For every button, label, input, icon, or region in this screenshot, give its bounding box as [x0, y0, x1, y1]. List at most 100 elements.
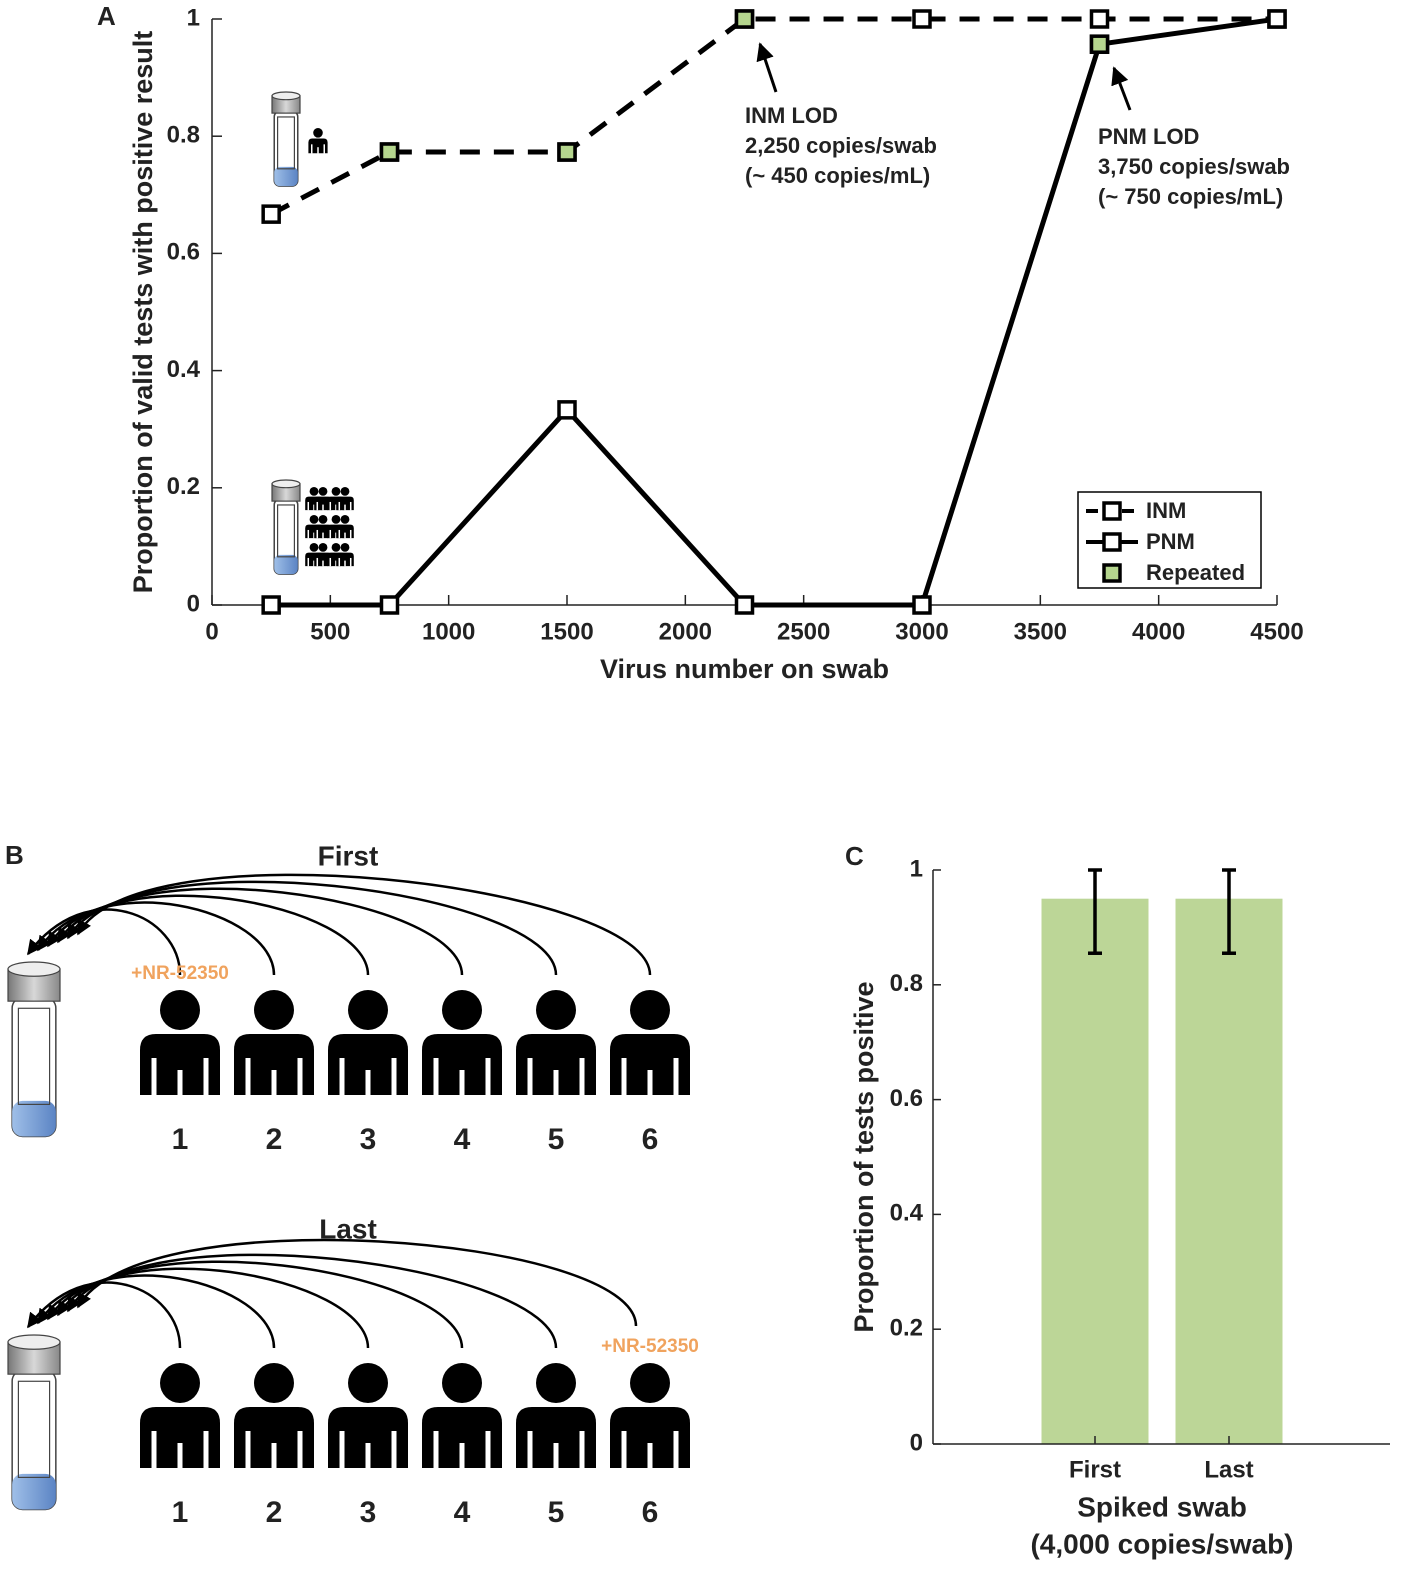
x-tick-label: 4500	[1250, 618, 1303, 645]
y-axis-label: Proportion of tests positive	[849, 981, 879, 1332]
tube-cap-top	[271, 479, 301, 489]
y-tick-label: 0	[187, 590, 200, 617]
legend-label: Repeated	[1146, 560, 1245, 585]
tube-cap-top	[7, 961, 61, 977]
transfer-arc	[27, 908, 182, 976]
marker	[1267, 9, 1287, 29]
person-head	[340, 543, 350, 552]
person-body	[422, 1034, 502, 1095]
tube-liquid	[274, 166, 298, 187]
person-head	[309, 487, 319, 496]
y-tick-label: 0.2	[167, 473, 200, 500]
person-head	[318, 515, 328, 524]
x-tick-label: Last	[1204, 1456, 1253, 1483]
bar	[1175, 898, 1283, 1444]
tube-cap-top	[271, 91, 301, 101]
person-number: 3	[360, 1123, 377, 1156]
person-number: 5	[548, 1123, 565, 1156]
x-tick-label: 500	[310, 618, 350, 645]
x-axis-label: Virus number on swab	[600, 654, 889, 684]
person-head	[309, 543, 319, 552]
person-body	[422, 1407, 502, 1468]
person-body	[336, 552, 354, 567]
repeated-marker	[1089, 34, 1110, 54]
panel-label: A	[97, 1, 116, 31]
x-tick-label: 1000	[422, 618, 475, 645]
person-number: 6	[642, 1496, 659, 1529]
tube-liquid	[274, 554, 298, 575]
person-body	[610, 1407, 690, 1468]
person-head	[442, 1363, 482, 1403]
y-tick-label: 0.6	[167, 239, 200, 266]
x-tick-label: 2000	[659, 618, 712, 645]
person-number: 1	[172, 1496, 189, 1529]
transfer-arc	[76, 1238, 638, 1327]
person-body	[328, 1407, 408, 1468]
x-tick-label: 4000	[1132, 618, 1185, 645]
person-body	[140, 1034, 220, 1095]
person-body	[516, 1407, 596, 1468]
person-body	[140, 1407, 220, 1468]
person-head	[254, 990, 294, 1030]
tube-icon	[7, 961, 61, 1138]
x-tick-label: 3500	[1014, 618, 1067, 645]
group-title: First	[318, 840, 379, 871]
repeated-marker	[557, 142, 577, 162]
person-body	[336, 496, 354, 511]
x-tick-label: 2500	[777, 618, 830, 645]
person-number: 4	[454, 1123, 471, 1156]
transfer-arc	[46, 1267, 370, 1349]
marker	[557, 400, 577, 420]
transfer-arc	[36, 901, 276, 976]
legend-marker	[1102, 501, 1122, 521]
person-head	[318, 487, 328, 496]
tube-inner	[277, 504, 296, 558]
panel-label: C	[845, 841, 864, 871]
y-tick-label: 0	[910, 1429, 923, 1456]
person-head	[340, 515, 350, 524]
panel-label: B	[5, 840, 24, 870]
person-head	[348, 990, 388, 1030]
person-number: 4	[454, 1496, 471, 1529]
annotation-text: PNM LOD	[1098, 124, 1199, 149]
x-tick-label: 0	[205, 618, 218, 645]
tube-liquid	[12, 1100, 56, 1137]
person-body	[234, 1034, 314, 1095]
person-body	[328, 1034, 408, 1095]
person-head	[160, 1363, 200, 1403]
annotation-arrow	[1111, 66, 1132, 111]
y-tick-label: 0.4	[167, 356, 201, 383]
annotation-text: 3,750 copies/swab	[1098, 154, 1290, 179]
person-number: 2	[266, 1496, 283, 1529]
annotation-text: 2,250 copies/swab	[745, 133, 937, 158]
person-head	[331, 543, 341, 552]
x-tick-label: 3000	[895, 618, 948, 645]
x-axis-label: Spiked swab	[1077, 1491, 1247, 1522]
annotation-text: (~ 750 copies/mL)	[1098, 184, 1283, 209]
tube-inner	[17, 1007, 51, 1106]
marker	[912, 9, 932, 29]
tube-cap-top	[7, 1334, 61, 1350]
transfer-arc	[36, 1274, 276, 1349]
person-head	[536, 990, 576, 1030]
tube-inner	[277, 116, 296, 170]
person-head	[331, 515, 341, 524]
person-head	[442, 990, 482, 1030]
transfer-arc	[27, 1281, 182, 1349]
marker	[261, 204, 281, 224]
transfer-arc	[76, 873, 652, 976]
person-body	[610, 1034, 690, 1095]
person-number: 2	[266, 1123, 283, 1156]
tube-icon	[7, 1334, 61, 1511]
y-tick-label: 0.4	[890, 1200, 924, 1227]
marker	[912, 595, 932, 615]
person-head	[331, 487, 341, 496]
x-axis-label: (4,000 copies/swab)	[1030, 1528, 1293, 1559]
y-tick-label: 1	[910, 855, 923, 882]
y-tick-label: 0.8	[890, 970, 923, 997]
legend-marker	[1102, 563, 1122, 583]
person-number: 6	[642, 1123, 659, 1156]
annotation-text: (~ 450 copies/mL)	[745, 163, 930, 188]
person-head	[254, 1363, 294, 1403]
person-head	[340, 487, 350, 496]
